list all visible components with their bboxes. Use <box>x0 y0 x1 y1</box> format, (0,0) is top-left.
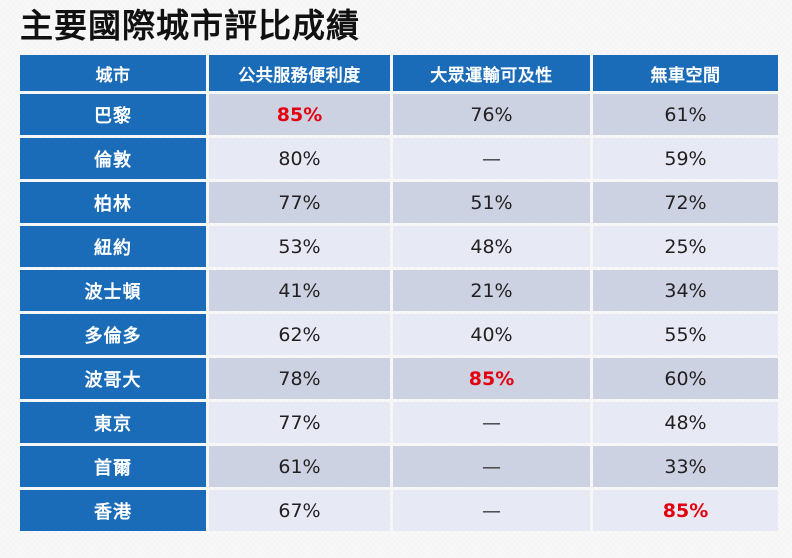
table-header: 城市 公共服務便利度 大眾運輸可及性 無車空間 <box>20 55 778 91</box>
table-row: 首爾 61% — 33% <box>20 446 778 487</box>
cell-car-free-space: 72% <box>593 182 778 223</box>
value-text: 21% <box>470 279 513 302</box>
cell-public-services: 41% <box>209 270 390 311</box>
table-row: 倫敦 80% — 59% <box>20 138 778 179</box>
cell-city: 波哥大 <box>20 358 206 399</box>
value-text: 25% <box>664 235 707 258</box>
cell-car-free-space: 25% <box>593 226 778 267</box>
table-body: 巴黎 85% 76% 61% 倫敦 80% — 59% 柏林 77% 51% 72% 紐約 53% 48% 2… <box>20 94 778 531</box>
cell-car-free-space: 55% <box>593 314 778 355</box>
cell-transit: 21% <box>393 270 590 311</box>
value-text: 33% <box>664 455 707 478</box>
value-text: 62% <box>278 323 321 346</box>
cell-public-services: 53% <box>209 226 390 267</box>
cell-car-free-space: 85% <box>593 490 778 531</box>
value-text: 48% <box>664 411 707 434</box>
table-row: 多倫多 62% 40% 55% <box>20 314 778 355</box>
value-text: 59% <box>664 147 707 170</box>
table-row: 波哥大 78% 85% 60% <box>20 358 778 399</box>
cell-public-services: 85% <box>209 94 390 135</box>
cell-public-services: 67% <box>209 490 390 531</box>
value-text: 60% <box>664 367 707 390</box>
value-text: 53% <box>278 235 321 258</box>
city-comparison-table: 城市 公共服務便利度 大眾運輸可及性 無車空間 巴黎 85% 76% 61% 倫敦 80%… <box>17 52 781 534</box>
value-text: 76% <box>470 103 513 126</box>
value-text: 77% <box>278 411 321 434</box>
value-text: 80% <box>278 147 321 170</box>
cell-transit: — <box>393 446 590 487</box>
cell-public-services: 80% <box>209 138 390 179</box>
value-text: 61% <box>664 103 707 126</box>
column-header-car-free-space: 無車空間 <box>593 55 778 91</box>
value-text: 67% <box>278 499 321 522</box>
cell-car-free-space: 33% <box>593 446 778 487</box>
highlighted-value: 85% <box>468 367 515 390</box>
table-header-row: 城市 公共服務便利度 大眾運輸可及性 無車空間 <box>20 55 778 91</box>
cell-car-free-space: 59% <box>593 138 778 179</box>
no-data-dash: — <box>482 499 501 522</box>
cell-city: 紐約 <box>20 226 206 267</box>
comparison-table-container: 城市 公共服務便利度 大眾運輸可及性 無車空間 巴黎 85% 76% 61% 倫敦 80%… <box>20 55 778 531</box>
cell-public-services: 62% <box>209 314 390 355</box>
cell-city: 東京 <box>20 402 206 443</box>
cell-city: 倫敦 <box>20 138 206 179</box>
column-header-transit: 大眾運輸可及性 <box>393 55 590 91</box>
cell-public-services: 61% <box>209 446 390 487</box>
highlighted-value: 85% <box>276 103 323 126</box>
cell-transit: — <box>393 490 590 531</box>
column-header-city: 城市 <box>20 55 206 91</box>
cell-transit: — <box>393 402 590 443</box>
cell-public-services: 77% <box>209 182 390 223</box>
cell-city: 柏林 <box>20 182 206 223</box>
cell-public-services: 78% <box>209 358 390 399</box>
no-data-dash: — <box>482 455 501 478</box>
cell-city: 巴黎 <box>20 94 206 135</box>
no-data-dash: — <box>482 411 501 434</box>
cell-transit: — <box>393 138 590 179</box>
highlighted-value: 85% <box>662 499 709 522</box>
cell-transit: 51% <box>393 182 590 223</box>
cell-transit: 40% <box>393 314 590 355</box>
value-text: 77% <box>278 191 321 214</box>
value-text: 55% <box>664 323 707 346</box>
value-text: 72% <box>664 191 707 214</box>
cell-city: 香港 <box>20 490 206 531</box>
value-text: 51% <box>470 191 513 214</box>
cell-car-free-space: 60% <box>593 358 778 399</box>
cell-transit: 76% <box>393 94 590 135</box>
value-text: 78% <box>278 367 321 390</box>
value-text: 48% <box>470 235 513 258</box>
value-text: 34% <box>664 279 707 302</box>
table-row: 柏林 77% 51% 72% <box>20 182 778 223</box>
no-data-dash: — <box>482 147 501 170</box>
value-text: 40% <box>470 323 513 346</box>
cell-city: 首爾 <box>20 446 206 487</box>
value-text: 61% <box>278 455 321 478</box>
page-title: 主要國際城市評比成績 <box>20 6 360 45</box>
column-header-public-services: 公共服務便利度 <box>209 55 390 91</box>
value-text: 41% <box>278 279 321 302</box>
table-row: 東京 77% — 48% <box>20 402 778 443</box>
table-row: 紐約 53% 48% 25% <box>20 226 778 267</box>
table-row: 巴黎 85% 76% 61% <box>20 94 778 135</box>
table-row: 香港 67% — 85% <box>20 490 778 531</box>
cell-car-free-space: 61% <box>593 94 778 135</box>
table-row: 波士頓 41% 21% 34% <box>20 270 778 311</box>
cell-city: 多倫多 <box>20 314 206 355</box>
cell-car-free-space: 48% <box>593 402 778 443</box>
cell-public-services: 77% <box>209 402 390 443</box>
cell-transit: 85% <box>393 358 590 399</box>
cell-car-free-space: 34% <box>593 270 778 311</box>
cell-transit: 48% <box>393 226 590 267</box>
cell-city: 波士頓 <box>20 270 206 311</box>
